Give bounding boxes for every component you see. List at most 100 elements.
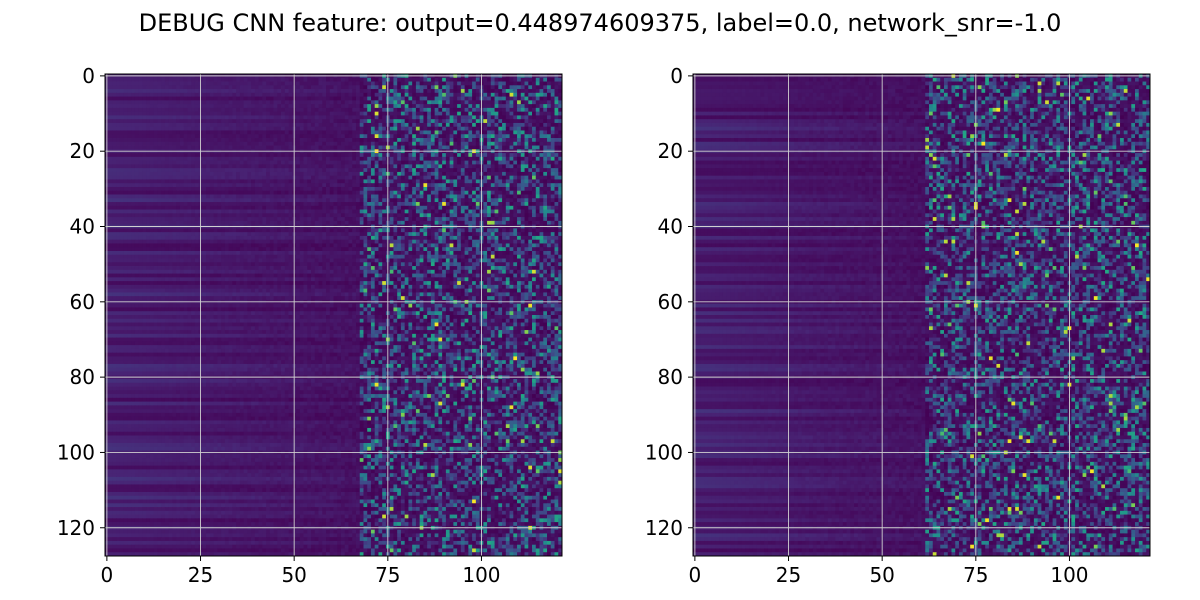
- heatmap-cell: [150, 93, 154, 97]
- heatmap-cell: [262, 93, 266, 97]
- heatmap-cell: [420, 85, 424, 89]
- heatmap-cell: [307, 93, 311, 97]
- heatmap-cell: [483, 82, 487, 86]
- heatmap-cell: [555, 112, 559, 116]
- heatmap-cell: [543, 78, 547, 82]
- heatmap-cell: [453, 100, 457, 104]
- heatmap-cell: [521, 104, 525, 108]
- heatmap-cell: [191, 97, 195, 101]
- heatmap-cell: [543, 104, 547, 108]
- heatmap-cell: [453, 112, 457, 116]
- heatmap-cell: [450, 78, 454, 82]
- heatmap-cell: [296, 100, 300, 104]
- heatmap-cell: [225, 82, 229, 86]
- heatmap-cell: [180, 119, 184, 123]
- heatmap-cell: [528, 97, 532, 101]
- heatmap-cell: [513, 112, 517, 116]
- heatmap-cell: [450, 104, 454, 108]
- heatmap-cell: [375, 100, 379, 104]
- heatmap-cell: [232, 97, 236, 101]
- heatmap-cell: [217, 115, 221, 119]
- heatmap-cell: [360, 93, 364, 97]
- heatmap-cell: [334, 85, 338, 89]
- heatmap-cell: [307, 89, 311, 93]
- heatmap-cell: [416, 112, 420, 116]
- heatmap-cell: [348, 78, 352, 82]
- heatmap-cell: [326, 100, 330, 104]
- heatmap-cell: [217, 89, 221, 93]
- heatmap-cell: [176, 78, 180, 82]
- heatmap-cell: [375, 85, 379, 89]
- heatmap-cell: [274, 85, 278, 89]
- heatmap-cell: [506, 108, 510, 112]
- heatmap-cell: [382, 78, 386, 82]
- heatmap-cell: [135, 108, 139, 112]
- heatmap-cell: [150, 82, 154, 86]
- heatmap-cell: [416, 82, 420, 86]
- heatmap-cell: [431, 85, 435, 89]
- heatmap-cell: [393, 93, 397, 97]
- heatmap-cell: [187, 104, 191, 108]
- heatmap-cell: [322, 112, 326, 116]
- heatmap-cell: [300, 89, 304, 93]
- heatmap-cell: [296, 97, 300, 101]
- heatmap-cell: [483, 85, 487, 89]
- heatmap-cell: [360, 82, 364, 86]
- heatmap-cell: [416, 89, 420, 93]
- heatmap-cell: [277, 115, 281, 119]
- heatmap-cell: [401, 89, 405, 93]
- heatmap-cell: [367, 89, 371, 93]
- heatmap-cell: [513, 93, 517, 97]
- heatmap-cell: [146, 108, 150, 112]
- heatmap-cell: [277, 100, 281, 104]
- heatmap-cell: [195, 89, 199, 93]
- heatmap-cell: [498, 89, 502, 93]
- heatmap-cell: [330, 115, 334, 119]
- heatmap-cell: [528, 112, 532, 116]
- heatmap-cell: [352, 100, 356, 104]
- heatmap-cell: [262, 78, 266, 82]
- heatmap-cell: [446, 97, 450, 101]
- heatmap-cell: [498, 104, 502, 108]
- heatmap-cell: [536, 97, 540, 101]
- heatmap-cell: [195, 112, 199, 116]
- heatmap-cell: [217, 108, 221, 112]
- heatmap-cell: [465, 78, 469, 82]
- heatmap-cell: [435, 108, 439, 112]
- heatmap-cell: [547, 104, 551, 108]
- heatmap-cell: [532, 93, 536, 97]
- heatmap-cell: [304, 89, 308, 93]
- heatmap-cell: [390, 108, 394, 112]
- heatmap-cell: [191, 119, 195, 123]
- heatmap-cell: [180, 97, 184, 101]
- heatmap-cell: [506, 93, 510, 97]
- heatmap-cell: [296, 112, 300, 116]
- heatmap-cell: [232, 104, 236, 108]
- heatmap-cell: [371, 82, 375, 86]
- heatmap-cell: [517, 93, 521, 97]
- heatmap-cell: [461, 93, 465, 97]
- heatmap-cell: [495, 100, 499, 104]
- heatmap-cell: [412, 112, 416, 116]
- heatmap-cell: [214, 100, 218, 104]
- heatmap-cell: [348, 104, 352, 108]
- heatmap-cell: [420, 97, 424, 101]
- heatmap-cell: [326, 82, 330, 86]
- heatmap-cell: [498, 108, 502, 112]
- heatmap-cell: [427, 82, 431, 86]
- heatmap-cell: [221, 97, 225, 101]
- heatmap-cell: [266, 119, 270, 123]
- heatmap-cell: [281, 104, 285, 108]
- heatmap-cell: [360, 100, 364, 104]
- heatmap-cell: [139, 108, 143, 112]
- heatmap-cell: [330, 108, 334, 112]
- heatmap-cell: [367, 78, 371, 82]
- heatmap-cell: [423, 78, 427, 82]
- heatmap-cell: [521, 78, 525, 82]
- heatmap-cell: [184, 108, 188, 112]
- heatmap-cell: [521, 85, 525, 89]
- heatmap-cell: [337, 112, 341, 116]
- heatmap-cell: [225, 100, 229, 104]
- heatmap-cell: [289, 85, 293, 89]
- heatmap-cell: [221, 104, 225, 108]
